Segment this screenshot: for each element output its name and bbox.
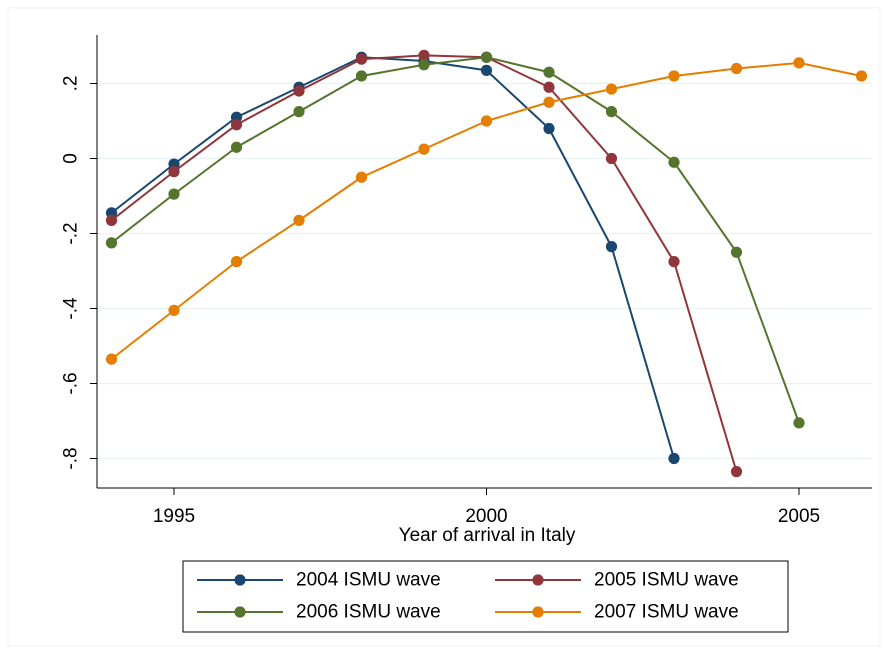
legend-marker [532,606,544,618]
legend-label: 2004 ISMU wave [296,570,441,591]
data-point [730,62,743,75]
series-line-1 [110,56,675,459]
gridlines [97,82,872,460]
data-point [480,64,493,76]
data-point [355,171,368,183]
data-point [668,156,680,168]
data-point [543,122,555,135]
data-point [668,256,680,268]
data-point [168,304,180,316]
legend-marker [532,574,544,586]
data-point [605,106,618,118]
y-tick-label-2: -.2 [61,222,82,244]
x-tick-label-2: 2005 [778,506,820,527]
data-point [793,57,805,69]
legend-item-4: 2007 ISMU wave [495,602,739,623]
legend-label: 2006 ISMU wave [296,602,441,623]
data-point [230,256,243,268]
y-tick-label-5: -.8 [61,447,82,469]
x-axis-title: Year of arrival in Italy [399,525,576,546]
data-point [105,214,118,226]
data-point [168,166,180,178]
data-point [168,188,180,200]
data-point [355,70,368,82]
data-point [668,452,680,465]
y-tick-label-1: 0 [61,153,82,164]
x-tick-label-1: 2000 [465,506,507,527]
data-point [793,417,805,429]
data-point [605,83,618,95]
legend-box [182,560,789,633]
x-tick-label-0: 1995 [153,506,195,527]
data-point [293,106,305,118]
series-line-3 [110,56,800,424]
legend-label: 2007 ISMU wave [594,602,739,623]
series-3 [105,51,805,429]
data-point [605,241,618,253]
series-4 [105,57,868,365]
legend-marker [234,574,246,586]
data-point [230,141,243,153]
legend-item-1: 2004 ISMU wave [197,570,441,591]
data-point [543,66,555,78]
data-point [418,143,430,155]
data-point [543,96,555,108]
data-series [105,49,868,478]
legend-item-3: 2006 ISMU wave [197,602,441,623]
data-point [418,59,430,71]
data-point [355,53,368,65]
axes: .2 0 -.2 -.4 -.6 -.8 1995 2000 2005 [61,35,872,527]
data-point [730,246,743,258]
data-point [855,70,868,82]
data-point [230,119,243,131]
legend: 2004 ISMU wave 2005 ISMU wave 2006 ISMU wa… [182,560,789,633]
data-point [105,353,118,365]
data-point [668,70,680,82]
data-point [605,152,618,165]
y-tick-label-3: -.4 [61,297,82,320]
legend-item-2: 2005 ISMU wave [495,570,739,591]
data-point [418,49,430,61]
data-point [293,85,305,97]
legend-marker [234,606,246,618]
y-tick-label-0: .2 [61,76,82,92]
data-point [480,51,493,63]
y-tick-label-4: -.6 [61,372,82,394]
chart-background [7,7,881,647]
data-point [293,214,305,226]
data-point [543,81,555,93]
data-point [105,237,118,249]
data-point [480,115,493,127]
data-point [730,466,743,478]
x-axis-title-group: Year of arrival in Italy [399,525,576,546]
legend-label: 2005 ISMU wave [594,570,739,591]
